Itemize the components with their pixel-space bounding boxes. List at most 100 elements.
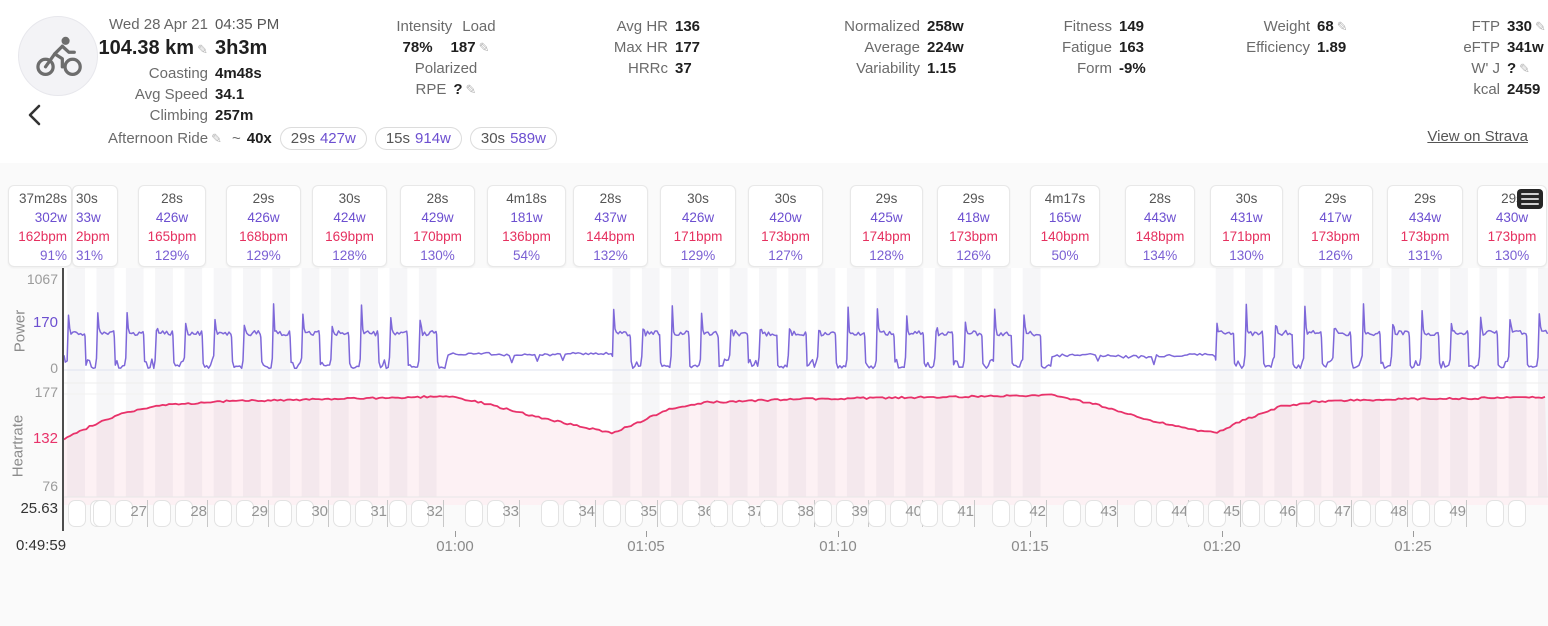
lap-box[interactable]: [836, 500, 854, 527]
lap-box[interactable]: [732, 500, 750, 527]
interval-p: 129%: [154, 248, 190, 263]
lap-box[interactable]: [1319, 500, 1337, 527]
ride-name[interactable]: Afternoon Ride: [108, 130, 209, 147]
edit-icon[interactable]: ✎: [1519, 61, 1531, 76]
interval-box[interactable]: 28s 443w 148bpm 134%: [1125, 185, 1195, 267]
interval-box[interactable]: 4m18s 181w 136bpm 54%: [487, 185, 566, 267]
lap-box[interactable]: [710, 500, 728, 527]
lap-box[interactable]: [682, 500, 700, 527]
interval-box[interactable]: 29s 430w 173bpm 130%: [1477, 185, 1547, 267]
lap-box[interactable]: [992, 500, 1010, 527]
lap-box[interactable]: [1486, 500, 1504, 527]
lap-box[interactable]: [1353, 500, 1371, 527]
lap-box[interactable]: [942, 500, 960, 527]
interval-box[interactable]: 37m28s 302w 162bpm 91%: [8, 185, 72, 267]
lap-box[interactable]: [333, 500, 351, 527]
lap-box[interactable]: [1508, 500, 1526, 527]
interval-h: 173bpm: [949, 229, 998, 244]
lap-box[interactable]: [175, 500, 193, 527]
activity-type-avatar[interactable]: [18, 16, 98, 96]
lap-number: 43: [1100, 503, 1117, 520]
lap-box[interactable]: [868, 500, 886, 527]
lap-box[interactable]: [660, 500, 678, 527]
lap-box[interactable]: [1412, 500, 1430, 527]
lap-box[interactable]: [1134, 500, 1152, 527]
interval-box[interactable]: 29s 417w 173bpm 126%: [1298, 185, 1373, 267]
edit-icon[interactable]: ✎: [465, 82, 477, 97]
time-tick-label: 01:20: [1203, 538, 1241, 555]
interval-box[interactable]: 28s 429w 170bpm 130%: [400, 185, 475, 267]
interval-box[interactable]: 29s 426w 168bpm 129%: [226, 185, 301, 267]
interval-box[interactable]: 29s 425w 174bpm 128%: [850, 185, 923, 267]
lap-box[interactable]: [1063, 500, 1081, 527]
lap-box[interactable]: [236, 500, 254, 527]
load-label: Load: [462, 18, 496, 35]
interval-box[interactable]: 30s 431w 171bpm 130%: [1210, 185, 1283, 267]
lap-number: 44: [1171, 503, 1188, 520]
lap-box[interactable]: [814, 500, 832, 527]
back-button[interactable]: [26, 104, 46, 128]
lap-box[interactable]: [1264, 500, 1282, 527]
lap-box[interactable]: [93, 500, 111, 527]
interval-box[interactable]: 30s 426w 171bpm 129%: [660, 185, 736, 267]
interval-box[interactable]: 30s 33w 2bpm 31%: [72, 185, 118, 267]
interval-box[interactable]: 30s 420w 173bpm 127%: [748, 185, 823, 267]
lap-box[interactable]: [1297, 500, 1315, 527]
edit-icon[interactable]: ✎: [478, 40, 490, 55]
lap-box[interactable]: [1242, 500, 1260, 527]
lap-box[interactable]: [1014, 500, 1032, 527]
lap-box[interactable]: [1085, 500, 1103, 527]
lap-box[interactable]: [214, 500, 232, 527]
interval-box[interactable]: 28s 426w 165bpm 129%: [138, 185, 206, 267]
lap-box[interactable]: [782, 500, 800, 527]
lap-box[interactable]: [411, 500, 429, 527]
lap-box[interactable]: [153, 500, 171, 527]
lap-box[interactable]: [115, 500, 133, 527]
best-effort-chip[interactable]: 30s 589w: [469, 127, 557, 150]
lap-box[interactable]: [1208, 500, 1226, 527]
interval-w: 424w: [333, 210, 366, 225]
interval-box[interactable]: 30s 424w 169bpm 128%: [312, 185, 387, 267]
interval-d: 28s: [599, 191, 622, 206]
lap-box[interactable]: [1434, 500, 1452, 527]
lap-box[interactable]: [890, 500, 908, 527]
lap-box[interactable]: [355, 500, 373, 527]
edit-icon[interactable]: ✎: [1336, 19, 1348, 34]
lap-box[interactable]: [487, 500, 505, 527]
best-effort-chip[interactable]: 15s 914w: [374, 127, 462, 150]
view-on-strava-link[interactable]: View on Strava: [1427, 128, 1528, 145]
lap-box[interactable]: [920, 500, 938, 527]
interval-h: 174bpm: [862, 229, 911, 244]
edit-icon[interactable]: ✎: [1535, 19, 1546, 34]
lap-box[interactable]: [541, 500, 559, 527]
lap-box[interactable]: [465, 500, 483, 527]
power-max-tick: 1067: [26, 271, 58, 287]
lap-number: 40: [905, 503, 922, 520]
interval-box[interactable]: 4m17s 165w 140bpm 50%: [1030, 185, 1100, 267]
best-effort-chip[interactable]: 29s 427w: [279, 127, 367, 150]
interval-h: 144bpm: [586, 229, 635, 244]
keyboard-icon[interactable]: [1517, 189, 1543, 209]
lap-box[interactable]: [625, 500, 643, 527]
lap-box[interactable]: [760, 500, 778, 527]
lap-box[interactable]: [563, 500, 581, 527]
lap-box[interactable]: [274, 500, 292, 527]
lap-box[interactable]: [603, 500, 621, 527]
lap-box[interactable]: [68, 500, 86, 527]
climbing-label: Climbing: [149, 107, 208, 124]
activity-chart[interactable]: [63, 268, 1548, 532]
interval-box[interactable]: 28s 437w 144bpm 132%: [573, 185, 648, 267]
stat-value: 149: [1119, 18, 1145, 35]
edit-icon[interactable]: ✎: [211, 130, 222, 146]
interval-w: 430w: [1495, 210, 1529, 225]
lap-box[interactable]: [1375, 500, 1393, 527]
interval-box[interactable]: 29s 434w 173bpm 131%: [1387, 185, 1463, 267]
hr-max-tick: 177: [34, 384, 58, 400]
edit-icon[interactable]: ✎: [197, 42, 208, 57]
lap-box[interactable]: [1156, 500, 1174, 527]
chart-cursor-line[interactable]: [62, 268, 64, 531]
lap-box[interactable]: [296, 500, 314, 527]
lap-box[interactable]: [1186, 500, 1204, 527]
lap-box[interactable]: [389, 500, 407, 527]
interval-box[interactable]: 29s 418w 173bpm 126%: [937, 185, 1010, 267]
